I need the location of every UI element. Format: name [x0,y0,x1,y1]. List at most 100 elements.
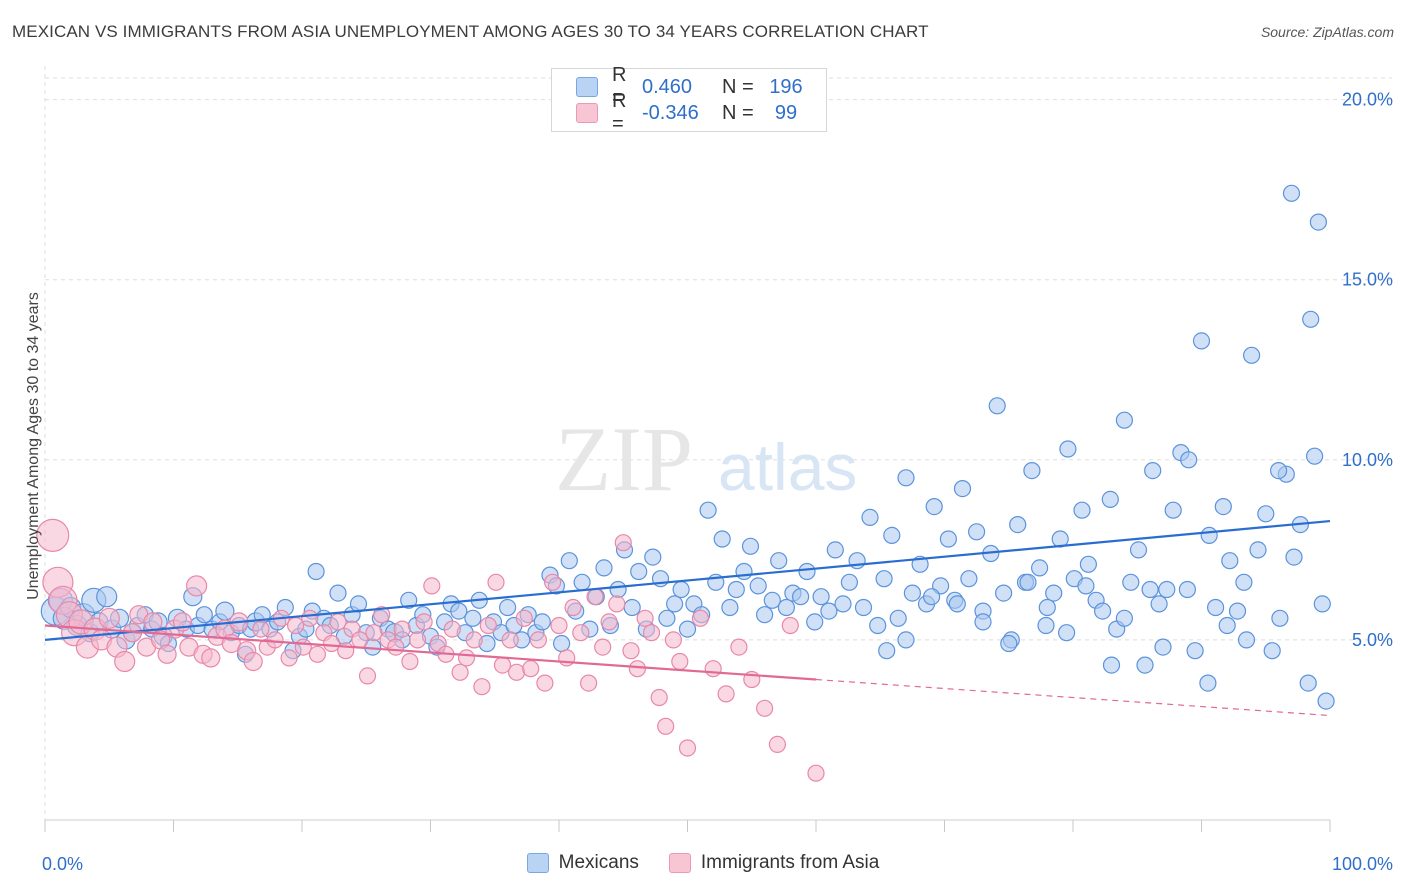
asia-point [636,609,654,627]
mexican-point [727,580,745,599]
asia-point [614,534,632,552]
mexican-point [875,570,893,588]
asia-point [465,631,483,649]
mexican-point [755,606,774,624]
legend-row-mexicans: R = 0.460 N = 196 [576,64,808,109]
asia-point [781,616,799,635]
asia-point [515,609,533,627]
label-layer: 5.0% 10.0% 15.0% 20.0% 0.0% 100.0% [42,90,1393,874]
mexican-point [1101,490,1119,508]
mexican-point [869,616,887,635]
y-tick-label: 15.0% [1342,270,1393,290]
asia-point [657,717,675,735]
asia-point [415,613,433,631]
axis-layer [44,66,1331,832]
mexican-point [883,526,901,545]
legend-n-value: 99 [774,101,798,124]
asia-point [650,688,668,707]
asia-point [691,609,710,627]
mexican-point [1115,609,1134,627]
mexican-point [1037,616,1055,635]
asia-point [280,649,298,667]
chart-title: MEXICAN VS IMMIGRANTS FROM ASIA UNEMPLOY… [12,22,929,41]
mexican-point [820,602,838,620]
mexican-point [777,598,796,617]
asia-point [308,645,326,663]
asia-point [294,638,312,656]
mexican-point [897,469,915,487]
mexican-point [644,548,662,566]
mexican-point [1249,541,1267,559]
asia-point [501,631,519,649]
mexican-point [967,523,986,541]
asia-point [387,638,405,656]
asia-point [457,649,476,667]
mexican-point [1057,624,1076,642]
mexican-point [450,602,468,620]
asia-point [365,624,383,642]
legend-swatch-asia [668,853,691,873]
mexican-point [1059,440,1077,458]
mexican-point [834,595,852,613]
mexican-point [1263,642,1281,660]
legend-r-value: 0.460 [642,75,693,98]
asia-point [443,620,461,638]
legend-n-label: N = [722,101,754,124]
mexican-point [1141,580,1159,599]
asia-point [266,631,284,649]
asia-point [755,699,774,717]
asia-point [201,648,221,668]
mexican-point [1313,595,1331,613]
mexican-point [1129,541,1148,559]
mexican-point [806,613,824,631]
mexican-point [1144,462,1162,480]
mexican-point [713,530,731,548]
legend-r-label: R = [612,90,627,135]
mexican-point [925,498,943,516]
mexican-point [1199,674,1217,692]
mexican-point [749,577,767,595]
legend-item-mexicans: Mexicans [526,852,639,874]
legend-r-value: -0.346 [642,101,699,124]
asia-point [301,609,319,627]
x-tick-label: 100.0% [1332,854,1393,874]
asia-point [423,577,441,595]
y-axis-label: Unemployment Among Ages 30 to 34 years [25,292,42,600]
asia-point [479,616,497,635]
mexican-point [1302,310,1320,328]
mexican-point [1045,584,1063,602]
asia-point [594,638,612,656]
asia-point [252,620,270,638]
asia-point [186,575,208,597]
mexican-point [678,620,697,638]
y-tick-label: 10.0% [1342,450,1393,470]
mexican-point [1192,332,1211,350]
mexican-point [1150,595,1168,613]
mexican-point [307,562,325,581]
mexican-point [1093,602,1112,620]
mexican-point [1309,213,1328,231]
mexican-point [1178,580,1197,599]
asia-point [98,607,120,629]
legend-r-label: R = [612,64,627,109]
legend-row-asia: R = -0.346 N = 99 [576,90,808,135]
mexican-point [1115,411,1134,429]
mexican-point [889,609,907,627]
mexican-point [533,613,551,631]
mexican-point [96,586,118,608]
mexican-point [1136,656,1154,674]
mexican-point [960,570,978,588]
asia-point [717,685,735,703]
mexican-point [1164,501,1182,519]
trend-layer [44,519,1331,717]
mexican-point [1030,559,1049,577]
asia-point [564,598,582,617]
asia-point [323,634,341,653]
asia-point [351,631,369,649]
mexican-point [1271,609,1289,627]
asia-point [529,631,548,649]
mexican-point [1186,642,1204,660]
y-tick-label: 20.0% [1342,90,1393,110]
mexican-point [903,584,922,602]
mexican-point [826,541,844,559]
